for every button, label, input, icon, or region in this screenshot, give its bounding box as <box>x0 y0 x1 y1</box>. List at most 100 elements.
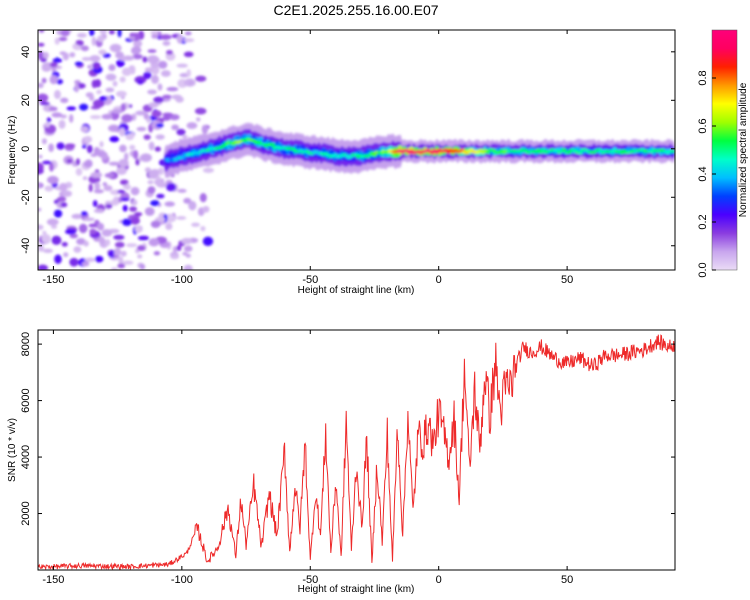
noise-blob <box>183 51 194 58</box>
colorbar-label: Normalized spectral amplitude <box>738 82 749 217</box>
noise-blob <box>118 127 126 137</box>
noise-blob <box>96 89 102 95</box>
noise-blob <box>101 229 113 237</box>
noise-blob <box>98 49 107 55</box>
noise-blob <box>58 182 68 192</box>
noise-blob <box>113 247 122 256</box>
noise-blob <box>89 55 101 62</box>
noise-blob <box>92 62 101 70</box>
noise-blob <box>56 142 65 150</box>
noise-blob <box>159 34 172 40</box>
noise-blob <box>83 161 93 168</box>
noise-blob <box>48 143 55 153</box>
noise-blob <box>200 225 206 232</box>
noise-blob <box>147 89 157 95</box>
noise-blob <box>38 243 44 252</box>
noise-blob <box>122 260 134 265</box>
noise-blob <box>116 166 127 175</box>
noise-blob <box>71 213 83 220</box>
ridge-cell <box>670 149 675 153</box>
noise-blob <box>91 36 97 47</box>
noise-blob <box>151 33 159 39</box>
noise-blob <box>38 264 49 270</box>
noise-blob <box>104 173 115 178</box>
noise-blob <box>183 38 195 43</box>
noise-blob <box>116 59 125 68</box>
noise-blob <box>73 246 82 253</box>
noise-blob <box>176 245 182 251</box>
noise-blob <box>117 30 122 38</box>
snr-ytick-label: 8000 <box>20 332 32 356</box>
noise-blob <box>38 82 44 89</box>
noise-blob <box>202 167 215 173</box>
noise-blob <box>176 34 183 44</box>
noise-blob <box>165 183 177 192</box>
noise-blob <box>109 136 120 143</box>
noise-blob <box>143 134 151 140</box>
noise-blob <box>82 144 87 149</box>
noise-blob <box>186 122 198 129</box>
noise-blob <box>109 43 122 53</box>
noise-blob <box>60 30 70 37</box>
noise-blob <box>140 153 152 163</box>
noise-blob <box>156 193 165 199</box>
noise-blob <box>134 212 143 217</box>
noise-blob <box>79 103 89 111</box>
noise-blob <box>49 162 54 172</box>
noise-blob <box>121 114 133 123</box>
noise-blob <box>99 141 104 148</box>
noise-blob <box>38 207 42 212</box>
noise-blob <box>89 95 95 102</box>
noise-blob <box>113 196 119 204</box>
noise-blob <box>94 79 102 88</box>
noise-blob <box>93 146 100 156</box>
noise-blob <box>101 113 113 120</box>
noise-blob <box>63 252 69 258</box>
noise-blob <box>51 112 63 118</box>
noise-blob <box>38 93 49 103</box>
noise-blob <box>117 189 126 194</box>
noise-blob <box>76 32 87 38</box>
noise-blob <box>38 30 45 33</box>
noise-blob <box>100 153 109 160</box>
snr-xtick-label: 0 <box>436 574 442 586</box>
noise-blob <box>114 241 125 248</box>
noise-blob <box>150 220 161 228</box>
noise-blob <box>183 245 193 252</box>
ridge-cell <box>189 152 195 156</box>
noise-blob <box>38 224 44 231</box>
noise-blob <box>144 167 152 173</box>
noise-blob <box>42 248 53 253</box>
colorbar-gradient <box>712 30 737 270</box>
noise-blob <box>125 133 134 141</box>
noise-blob <box>172 246 178 253</box>
noise-blob <box>75 167 83 176</box>
spectrogram-ytick-label: 0 <box>20 146 32 152</box>
noise-blob <box>132 199 138 206</box>
noise-blob <box>83 240 89 247</box>
noise-blob <box>38 50 44 61</box>
noise-blob <box>42 230 47 235</box>
snr-xtick-label: 50 <box>561 574 573 586</box>
noise-blob <box>110 267 118 270</box>
noise-blob <box>148 102 159 108</box>
noise-blob <box>202 236 214 247</box>
noise-blob <box>94 255 104 263</box>
noise-blob <box>93 189 104 194</box>
noise-blob <box>66 158 73 164</box>
ridge-cell <box>230 142 237 146</box>
noise-blob <box>137 254 143 259</box>
noise-blob <box>60 202 68 208</box>
noise-blob <box>65 143 76 148</box>
noise-blob <box>80 211 88 216</box>
noise-blob <box>160 70 171 77</box>
snr-frame <box>37 329 676 571</box>
noise-blob <box>182 134 188 139</box>
noise-blob <box>65 228 77 235</box>
ridge-cell <box>577 150 583 155</box>
noise-blob <box>108 64 116 72</box>
noise-blob <box>60 97 69 103</box>
noise-blob <box>99 30 108 35</box>
noise-blob <box>54 254 62 264</box>
